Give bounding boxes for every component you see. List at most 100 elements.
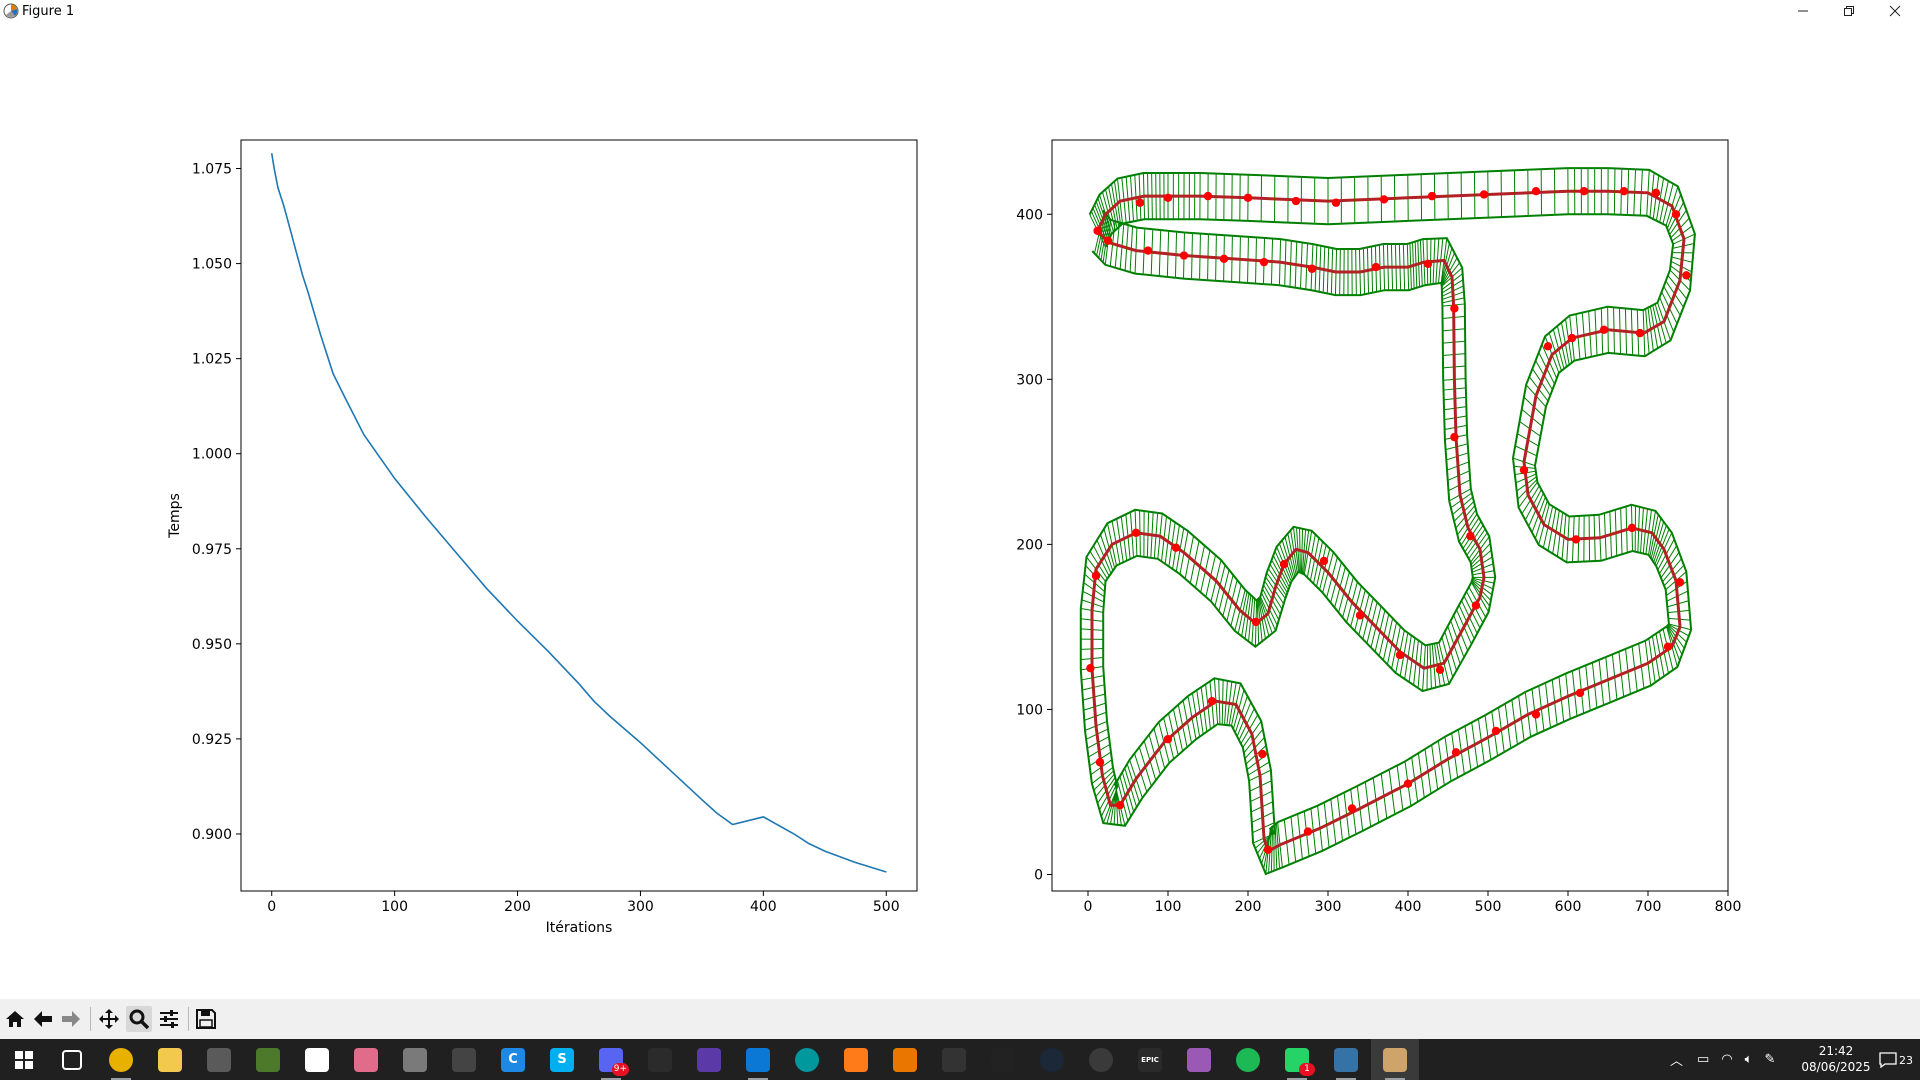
- track-marker: [1093, 226, 1102, 235]
- start-button[interactable]: [0, 1039, 48, 1080]
- track-marker: [1579, 186, 1589, 196]
- track-marker: [1635, 328, 1645, 338]
- steam-icon: [1040, 1047, 1064, 1072]
- taskbar-app-inkscape[interactable]: [930, 1039, 978, 1080]
- taskbar-app-paint[interactable]: [1175, 1039, 1223, 1080]
- taskbar-app-notepad[interactable]: [293, 1039, 341, 1080]
- back-button[interactable]: [30, 1006, 56, 1032]
- window-title: Figure 1: [22, 4, 75, 19]
- circle-icon: [1089, 1047, 1113, 1072]
- track-marker: [1219, 254, 1229, 264]
- taskbar-app-python[interactable]: [1322, 1039, 1370, 1080]
- restore-button[interactable]: [1826, 0, 1872, 22]
- taskbar-clock[interactable]: 21:42 08/06/2025: [1786, 1043, 1886, 1075]
- taskbar-app-flower-app[interactable]: [342, 1039, 390, 1080]
- track-marker: [1291, 196, 1301, 206]
- chart-2: 0 100 200 300 400 500 600 700 800 0 100 200 300 400: [1016, 139, 1742, 915]
- taskbar-app-unity[interactable]: [979, 1039, 1027, 1080]
- taskbar-app-minecraft-launcher[interactable]: [195, 1039, 243, 1080]
- track-marker: [1531, 186, 1541, 196]
- track-band: [1080, 168, 1696, 875]
- battery-icon[interactable]: ▭: [1697, 1052, 1710, 1067]
- x-tick-label: 800: [1715, 899, 1742, 915]
- taskbar-app-vscode[interactable]: [734, 1039, 782, 1080]
- x-axis-label: Itérations: [546, 920, 613, 936]
- minimize-button[interactable]: [1780, 0, 1826, 22]
- x-tick-label: 300: [1315, 899, 1342, 915]
- racing-line: [1090, 189, 1686, 854]
- figure-canvas[interactable]: 0 100 200 300 400 500 0.900 0.925 0.950 0.975 1.00…: [0, 24, 1920, 999]
- wifi-icon[interactable]: ◠: [1721, 1052, 1733, 1067]
- taskbar-app-xbox-controller[interactable]: [440, 1039, 488, 1080]
- sliders-icon: [160, 1010, 178, 1028]
- taskbar-app-epic-games[interactable]: EPIC: [1126, 1039, 1174, 1080]
- x-tick-label: 0: [1084, 899, 1093, 915]
- close-button[interactable]: [1872, 0, 1918, 22]
- save-button[interactable]: [193, 1006, 219, 1032]
- y-tick-label: 400: [1016, 207, 1043, 223]
- track-marker: [1163, 193, 1173, 202]
- track-marker: [1682, 271, 1691, 280]
- taskbar-app-arduino[interactable]: [783, 1039, 831, 1080]
- taskbar-app-sublime[interactable]: [832, 1039, 880, 1080]
- taskbar-app-skype[interactable]: S: [538, 1039, 586, 1080]
- gamepad-icon: [452, 1047, 476, 1072]
- taskbar-app-matplotlib-figure[interactable]: [1371, 1039, 1419, 1080]
- taskbar-app-chrome[interactable]: [97, 1039, 145, 1080]
- x-tick-label: 200: [504, 899, 531, 915]
- taskbar-app-discord[interactable]: 9+: [587, 1039, 635, 1080]
- track-marker: [1163, 734, 1173, 744]
- taskbar-app-task-view[interactable]: [48, 1039, 96, 1080]
- taskbar-app-game-dev[interactable]: [685, 1039, 733, 1080]
- minimize-icon: [1798, 10, 1808, 12]
- blender-icon: [893, 1047, 917, 1072]
- x-tick-label: 500: [873, 899, 900, 915]
- pen-icon[interactable]: ✎: [1764, 1052, 1776, 1067]
- notification-icon: [1879, 1052, 1897, 1068]
- x-tick-label: 100: [1155, 899, 1182, 915]
- track-edge-right: [1102, 209, 1675, 836]
- track-marker: [1450, 432, 1459, 442]
- track-marker: [1403, 779, 1413, 788]
- python-icon: [1334, 1047, 1358, 1072]
- taskbar-app-ccleaner[interactable]: C: [489, 1039, 537, 1080]
- skype-icon: S: [550, 1047, 574, 1072]
- notification-center-button[interactable]: 23: [1876, 1047, 1916, 1073]
- x-tick-label: 100: [381, 899, 408, 915]
- y-tick-label: 200: [1016, 537, 1043, 553]
- track-marker: [1355, 611, 1365, 620]
- home-button[interactable]: [2, 1006, 28, 1032]
- x-tick-label: 400: [1395, 899, 1422, 915]
- taskbar-app-file-explorer[interactable]: [146, 1039, 194, 1080]
- track-marker: [1571, 535, 1581, 544]
- taskbar-app-vmware[interactable]: [391, 1039, 439, 1080]
- x-tick-label: 0: [267, 899, 276, 915]
- creeper-icon: [207, 1047, 231, 1072]
- taskbar-app-steam[interactable]: [1028, 1039, 1076, 1080]
- epic-icon: EPIC: [1138, 1047, 1162, 1072]
- taskbar-app-whatsapp[interactable]: 1: [1273, 1039, 1321, 1080]
- track-marker: [1095, 758, 1105, 767]
- forward-button[interactable]: [58, 1006, 84, 1032]
- track-marker: [1091, 571, 1101, 580]
- y-tick-label: 1.025: [192, 352, 232, 368]
- y-tick-label: 300: [1016, 372, 1043, 388]
- configure-button[interactable]: [156, 1006, 182, 1032]
- volume-icon[interactable]: 🔈︎: [1744, 1052, 1753, 1067]
- track-marker: [1371, 262, 1381, 272]
- taskbar-app-obs-studio[interactable]: [1077, 1039, 1125, 1080]
- track-marker: [1435, 665, 1445, 675]
- zoom-button[interactable]: [126, 1006, 152, 1032]
- taskbar-app-blender[interactable]: [881, 1039, 929, 1080]
- task-view-icon: [62, 1049, 82, 1070]
- y-axis-label: Temps: [167, 493, 183, 539]
- sublime-icon: [844, 1047, 868, 1072]
- taskbar-app-obs[interactable]: [636, 1039, 684, 1080]
- tray-expand-chevron-icon[interactable]: ︿: [1670, 1054, 1684, 1069]
- track-marker: [1103, 236, 1113, 245]
- taskbar-app-minecraft[interactable]: [244, 1039, 292, 1080]
- pan-button[interactable]: [96, 1006, 122, 1032]
- infinity-icon: [795, 1047, 819, 1072]
- track-marker: [1651, 188, 1661, 198]
- taskbar-app-spotify[interactable]: [1224, 1039, 1272, 1080]
